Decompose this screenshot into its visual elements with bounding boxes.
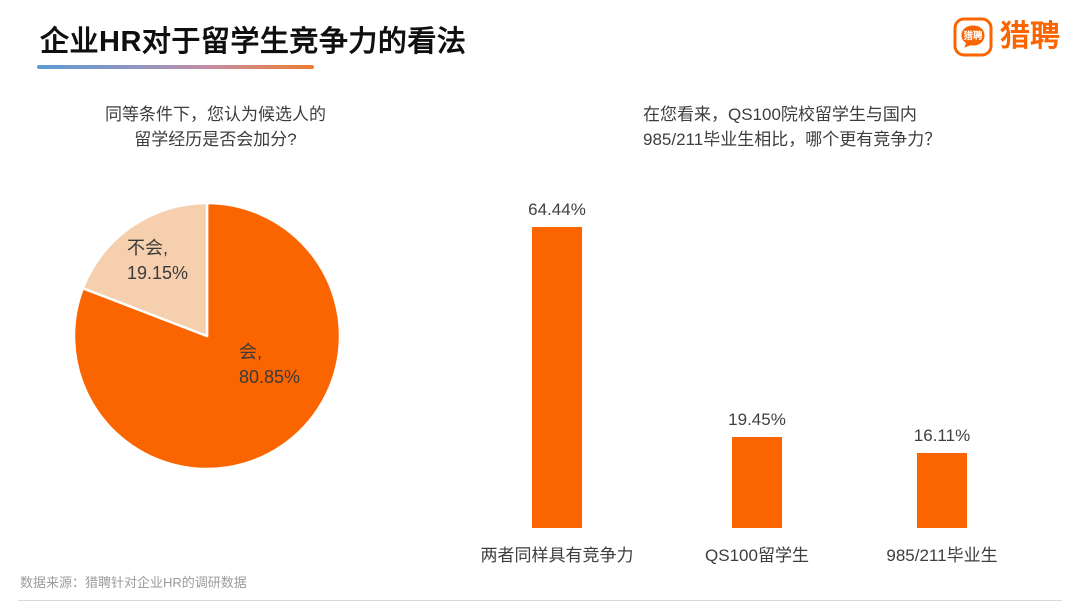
pie-slice-no-value: 19.15% <box>127 263 189 283</box>
bar-value-label-0: 64.44% <box>528 200 586 219</box>
liepin-logo: 猎聘 猎聘 <box>953 17 1060 57</box>
pie-slice-label-yes: 会, 80.85% <box>239 340 300 390</box>
bar-value-label-2: 16.11% <box>913 426 971 445</box>
pie-slice-yes-name: 会, <box>239 342 263 362</box>
bar-1 <box>732 437 782 528</box>
bar-value-label-1: 19.45% <box>728 410 786 429</box>
pie-slice-1 <box>81 201 209 338</box>
data-source-note: 数据来源：猎聘针对企业HR的调研数据 <box>20 575 247 590</box>
bar-question-line1: 在您看来，QS100院校留学生与国内 <box>643 105 917 124</box>
logo-wordmark: 猎聘 <box>1000 20 1060 53</box>
bar-question: 在您看来，QS100院校留学生与国内 985/211毕业生相比，哪个更有竞争力？ <box>643 102 1043 152</box>
page-title: 企业HR对于留学生竞争力的看法 <box>40 26 467 58</box>
pie-slice-label-no: 不会, 19.15% <box>127 236 188 286</box>
bar-question-line2: 985/211毕业生相比，哪个更有竞争力？ <box>643 130 942 149</box>
pie-slice-no-name: 不会, <box>127 238 169 258</box>
pie-question-line2: 留学经历是否会加分? <box>134 130 297 149</box>
title-underline <box>37 65 314 69</box>
bar-category-label-1: QS100留学生 <box>705 546 809 565</box>
liepin-logo-icon: 猎聘 <box>953 17 993 57</box>
pie-question-line1: 同等条件下，您认为候选人的 <box>105 105 326 124</box>
pie-chart <box>72 201 342 471</box>
pie-slice-yes-value: 80.85% <box>239 367 301 387</box>
bar-category-label-0: 两者同样具有竞争力 <box>480 546 634 565</box>
bar-2 <box>917 453 967 528</box>
pie-question: 同等条件下，您认为候选人的 留学经历是否会加分? <box>28 102 403 152</box>
speech-bubble-icon <box>961 25 985 48</box>
bottom-divider <box>18 600 1062 601</box>
logo-bubble-text: 猎聘 <box>963 30 983 42</box>
bar-0 <box>532 227 582 528</box>
bar-category-label-2: 985/211毕业生 <box>886 546 998 565</box>
